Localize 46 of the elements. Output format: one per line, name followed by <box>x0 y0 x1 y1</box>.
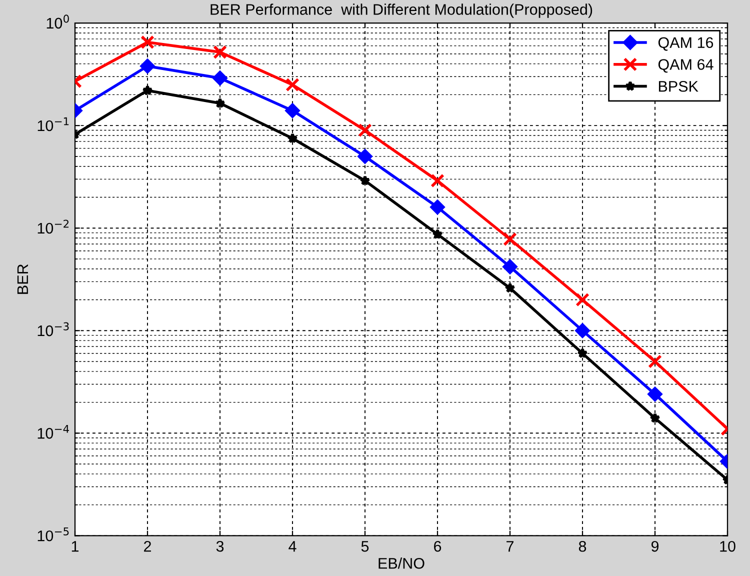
point <box>648 354 662 368</box>
x-tick-label: 8 <box>578 540 586 552</box>
point <box>213 45 227 60</box>
point <box>502 259 518 274</box>
chart-title: BER Performance with Different Modulation(Propposed) <box>210 4 592 18</box>
point <box>576 292 590 307</box>
y-tick-label: 10$^{−3}$ <box>38 322 69 336</box>
point <box>503 232 517 246</box>
x-axis-title: EB/NO <box>378 558 424 569</box>
point <box>142 84 153 96</box>
point <box>286 78 300 92</box>
point <box>504 282 516 293</box>
point <box>358 123 372 138</box>
x-tick-label: 2 <box>144 540 151 552</box>
x-tick-label: 1 <box>72 541 79 552</box>
y-tick-label: 10$^{−4}$ <box>38 424 69 439</box>
legend-label: BPSK <box>658 80 698 92</box>
point <box>212 70 228 86</box>
point <box>360 175 370 186</box>
x-tick-label: 3 <box>216 540 224 552</box>
point <box>285 103 300 118</box>
point <box>358 149 372 164</box>
y-tick-label: 10$^{−5}$ <box>38 527 69 542</box>
x-tick-label: 7 <box>506 541 514 552</box>
point <box>648 386 662 402</box>
point <box>432 228 443 240</box>
x-tick-label: 10 <box>720 540 736 552</box>
point <box>287 132 298 144</box>
y-tick-label: 10$^{−2}$ <box>38 220 69 234</box>
point <box>575 323 590 338</box>
point <box>430 200 445 214</box>
point <box>140 58 155 74</box>
x-tick-label: 9 <box>651 540 659 552</box>
x-tick-label: 4 <box>288 541 296 552</box>
y-tick-label: 10$^{0}$ <box>46 14 69 29</box>
x-tick-label: 6 <box>434 540 442 552</box>
point <box>214 98 226 108</box>
point <box>430 174 444 188</box>
y-axis-title: BER <box>17 264 28 294</box>
point <box>577 348 588 358</box>
y-tick-label: 10$^{−1}$ <box>38 117 69 132</box>
legend-label: QAM 64 <box>658 59 714 73</box>
point <box>140 35 154 50</box>
point <box>650 412 660 423</box>
x-tick-label: 5 <box>361 541 369 552</box>
legend-label: QAM 16 <box>658 37 714 51</box>
